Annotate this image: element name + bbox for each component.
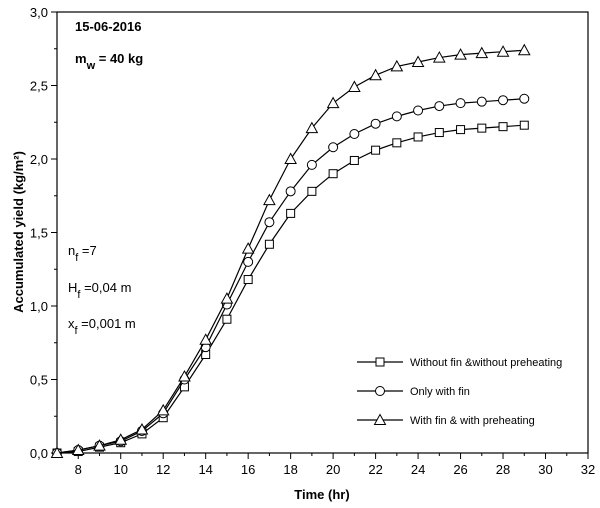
legend-label: Without fin &without preheating [410, 357, 562, 369]
data-point-square [264, 239, 274, 249]
x-tick-label: 20 [326, 462, 340, 477]
y-tick-label: 1,0 [30, 299, 48, 314]
y-tick-label: 1,5 [30, 226, 48, 241]
data-point-triangle [411, 55, 425, 67]
data-point-square [349, 155, 359, 165]
x-axis-title: Time (hr) [294, 487, 349, 502]
data-point-triangle [496, 45, 510, 57]
y-tick-label: 2,0 [30, 152, 48, 167]
x-tick-label: 18 [283, 462, 297, 477]
legend-marker-triangle [373, 413, 387, 425]
series-layer [50, 43, 531, 458]
data-point-square [222, 314, 232, 324]
data-point-triangle [220, 292, 234, 304]
data-point-triangle [263, 193, 276, 206]
x-tick-label: 32 [581, 462, 595, 477]
plot-frame [56, 11, 589, 454]
data-point-triangle [50, 446, 64, 458]
legend-label: With fin & with preheating [410, 415, 535, 427]
data-point-square [434, 128, 444, 138]
data-point-triangle [305, 121, 319, 134]
data-point-square [498, 122, 508, 132]
data-point-square [413, 132, 423, 142]
data-point-triangle [241, 242, 255, 254]
data-point-triangle [114, 433, 128, 445]
data-point-square [477, 123, 487, 133]
data-point-square [371, 145, 381, 155]
annotation-hf: Hf =0,04 m [68, 280, 131, 301]
data-point-circle [498, 95, 509, 106]
legend-label: Only with fin [410, 386, 470, 398]
data-point-triangle [284, 152, 297, 164]
x-tick-label: 12 [156, 462, 170, 477]
data-point-circle [519, 93, 530, 104]
x-tick-label: 14 [198, 462, 212, 477]
y-tick-label: 0,5 [30, 373, 48, 388]
y-axis-title: Accumulated yield (kg/m²) [11, 151, 26, 313]
data-point-square [243, 275, 253, 285]
legend: Without fin &without preheating Only with… [357, 357, 562, 427]
axis-ticks: 8 10 12 14 16 18 20 22 24 26 28 30 32 0,0 0,5 1,0 1,5 2,0… [30, 5, 595, 477]
x-tick-label: 8 [75, 462, 82, 477]
data-point-square [456, 125, 466, 135]
data-point-circle [476, 96, 487, 107]
data-point-triangle [475, 46, 489, 59]
x-tick-label: 16 [241, 462, 255, 477]
data-point-triangle [178, 370, 191, 382]
data-point-circle [285, 186, 296, 197]
data-point-square [519, 120, 529, 130]
data-point-circle [264, 217, 275, 228]
series-line-circle [56, 98, 525, 454]
annotation-date: 15-06-2016 [75, 19, 142, 34]
legend-marker-square [375, 357, 385, 367]
data-point-triangle [432, 51, 446, 63]
y-tick-label: 2,5 [30, 79, 48, 94]
data-point-circle [391, 111, 402, 122]
data-point-triangle [454, 48, 467, 60]
data-point-triangle [517, 43, 531, 56]
x-tick-label: 24 [411, 462, 425, 477]
data-point-circle [349, 129, 360, 140]
data-point-circle [434, 101, 445, 112]
data-point-triangle [390, 59, 404, 72]
data-point-triangle [93, 439, 106, 451]
x-tick-label: 28 [496, 462, 510, 477]
data-point-triangle [348, 80, 361, 92]
data-point-circle [370, 118, 381, 129]
data-point-square [392, 138, 402, 148]
data-point-triangle [71, 443, 85, 456]
x-tick-label: 22 [368, 462, 382, 477]
x-tick-label: 30 [538, 462, 552, 477]
annotation-mass: mw = 40 kg [75, 51, 143, 72]
data-point-triangle [369, 68, 382, 81]
x-tick-label: 26 [453, 462, 467, 477]
data-point-circle [413, 105, 424, 116]
series-circle [52, 93, 530, 458]
x-tick-label: 10 [113, 462, 127, 477]
data-point-square [286, 208, 296, 218]
y-tick-label: 3,0 [30, 5, 48, 20]
data-point-circle [455, 98, 466, 109]
data-point-circle [328, 142, 339, 153]
data-point-triangle [135, 422, 149, 435]
data-point-triangle [326, 96, 340, 109]
data-point-circle [243, 256, 254, 267]
data-point-square [307, 186, 317, 196]
series-triangle [50, 43, 531, 458]
data-point-triangle [199, 333, 213, 345]
annotation-xf: xf =0,001 m [68, 316, 136, 337]
data-point-square [328, 169, 338, 179]
data-point-triangle [156, 403, 170, 416]
data-point-circle [306, 159, 317, 170]
annotation-nf: nf =7 [68, 243, 97, 264]
legend-marker-circle [375, 386, 385, 396]
y-tick-label: 0,0 [30, 446, 48, 461]
